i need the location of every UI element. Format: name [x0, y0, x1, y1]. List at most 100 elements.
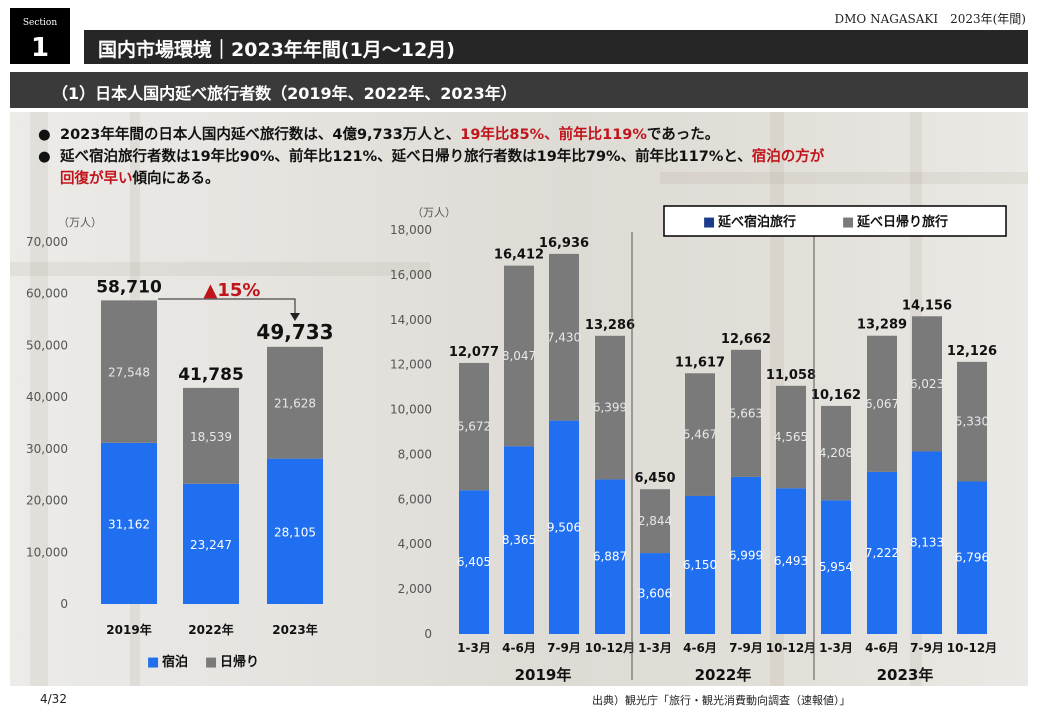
page-title: 国内市場環境｜2023年年間(1月～12月)	[98, 39, 455, 61]
right-bar-day	[549, 253, 579, 421]
page-number: 4/32	[40, 692, 67, 706]
right-bar-stay	[549, 420, 579, 634]
left-y-tick-label: 30,000	[26, 442, 68, 456]
left-bar-day	[101, 300, 157, 443]
right-bar-stay	[867, 471, 897, 634]
left-bar-day	[183, 387, 239, 484]
right-bar-day-label: 2,844	[638, 514, 672, 528]
left-bar-stay	[101, 442, 157, 604]
right-bar-day-label: 4,565	[774, 430, 808, 444]
right-legend-stay-marker: ■	[703, 215, 715, 230]
left-bar-stay	[183, 483, 239, 604]
left-y-tick-label: 0	[60, 597, 68, 611]
right-bar-day-label: 6,067	[865, 397, 899, 411]
right-bar-total: 16,936	[539, 236, 589, 251]
right-bar-total: 14,156	[902, 298, 952, 313]
legend-day-label: 日帰り	[220, 654, 259, 670]
right-x-tick-label: 1-3月	[638, 641, 672, 655]
right-bar-total: 12,662	[721, 332, 771, 347]
right-bar-day	[731, 349, 761, 477]
right-x-tick-label: 7-9月	[547, 641, 581, 655]
left-bar-stay-label: 31,162	[108, 517, 150, 531]
legend-stay-marker: ■	[147, 655, 159, 670]
right-bar-total: 10,162	[811, 388, 861, 403]
left-y-tick-label: 60,000	[26, 287, 68, 301]
right-x-tick-label: 7-9月	[729, 641, 763, 655]
right-x-tick-label: 7-9月	[910, 641, 944, 655]
right-bar-stay	[459, 490, 489, 634]
right-x-tick-label: 4-6月	[502, 641, 536, 655]
left-bar-total: 58,710	[96, 277, 162, 297]
left-bar-stay	[267, 458, 323, 604]
section-badge: Section 1	[10, 8, 70, 64]
right-bar-stay-label: 6,999	[729, 548, 763, 562]
subtitle-bar: （1）日本人国内延べ旅行者数（2019年、2022年、2023年）	[10, 72, 1028, 108]
right-bar-total: 11,617	[675, 355, 725, 370]
page-subtitle: （1）日本人国内延べ旅行者数（2019年、2022年、2023年）	[52, 84, 517, 103]
right-bar-day	[459, 362, 489, 491]
right-bar-stay	[595, 479, 625, 634]
right-bar-day	[504, 265, 534, 447]
left-x-tick-label: 2019年	[106, 622, 151, 637]
right-bar-day	[912, 316, 942, 452]
bullet-dot: ●	[38, 149, 51, 165]
right-y-tick-label: 8,000	[398, 447, 432, 461]
bullet-dot: ●	[38, 127, 51, 143]
right-x-tick-label: 10-12月	[947, 641, 997, 655]
right-legend-box	[663, 205, 1007, 237]
right-bar-day-label: 5,467	[683, 428, 717, 442]
right-bar-total: 6,450	[634, 471, 675, 486]
right-bar-total: 16,412	[494, 248, 544, 263]
left-y-tick-label: 50,000	[26, 338, 68, 352]
left-y-tick-label: 70,000	[26, 235, 68, 249]
right-bar-stay-label: 5,954	[819, 560, 853, 574]
left-bar-day-label: 18,539	[190, 430, 232, 444]
left-bar-day	[267, 346, 323, 459]
legend-day-marker: ■	[205, 655, 217, 670]
right-bar-stay	[957, 481, 987, 634]
right-bar-stay	[731, 476, 761, 634]
right-bar-total: 13,286	[585, 318, 635, 333]
right-bar-day-label: 5,663	[729, 406, 763, 420]
right-bar-stay-label: 6,405	[457, 555, 491, 569]
right-bar-stay-label: 6,150	[683, 558, 717, 572]
right-group-label: 2022年	[695, 666, 752, 684]
right-bar-stay	[776, 488, 806, 634]
right-bar-day-label: 6,399	[593, 401, 627, 415]
right-y-tick-label: 0	[424, 627, 432, 641]
right-bar-day	[867, 335, 897, 472]
right-legend-day-marker: ■	[842, 215, 854, 230]
right-bar-day-label: 5,330	[955, 415, 989, 429]
left-annotation-line	[158, 298, 296, 318]
right-bar-stay-label: 3,606	[638, 587, 672, 601]
bullet-2-highlight-b: 回復が早い	[60, 171, 133, 187]
right-group-label: 2023年	[877, 666, 934, 684]
right-bar-total: 11,058	[766, 368, 816, 383]
brand-label: DMO NAGASAKI 2023年(年間)	[834, 12, 1026, 26]
right-bar-day-label: 4,208	[819, 446, 853, 460]
right-bar-day	[595, 335, 625, 480]
left-chart-unit: （万人）	[58, 216, 102, 229]
left-bar-stay-label: 28,105	[274, 525, 316, 539]
section-label: Section	[22, 18, 58, 28]
right-bar-day	[685, 373, 715, 496]
right-bar-day-label: 6,023	[910, 377, 944, 391]
right-legend-stay-label: 延べ宿泊旅行	[717, 214, 796, 230]
right-bar-stay-label: 6,796	[955, 551, 989, 565]
right-y-tick-label: 14,000	[390, 313, 432, 327]
right-bar-stay	[821, 500, 851, 634]
left-annotation-arrowhead	[290, 313, 300, 321]
right-bar-stay-label: 6,887	[593, 550, 627, 564]
right-bar-stay-label: 7,222	[865, 546, 899, 560]
right-y-tick-label: 2,000	[398, 582, 432, 596]
summary-bullets: ● 2023年年間の日本人国内延べ旅行数は、4億9,733万人と、19年比85%…	[38, 124, 1018, 190]
right-bar-day-label: 5,672	[457, 420, 491, 434]
right-group-label: 2019年	[515, 666, 572, 684]
left-x-tick-label: 2023年	[272, 622, 317, 637]
right-x-tick-label: 4-6月	[683, 641, 717, 655]
right-bar-day	[821, 405, 851, 501]
left-annotation-label: ▲15%	[204, 280, 261, 301]
left-y-tick-label: 40,000	[26, 390, 68, 404]
